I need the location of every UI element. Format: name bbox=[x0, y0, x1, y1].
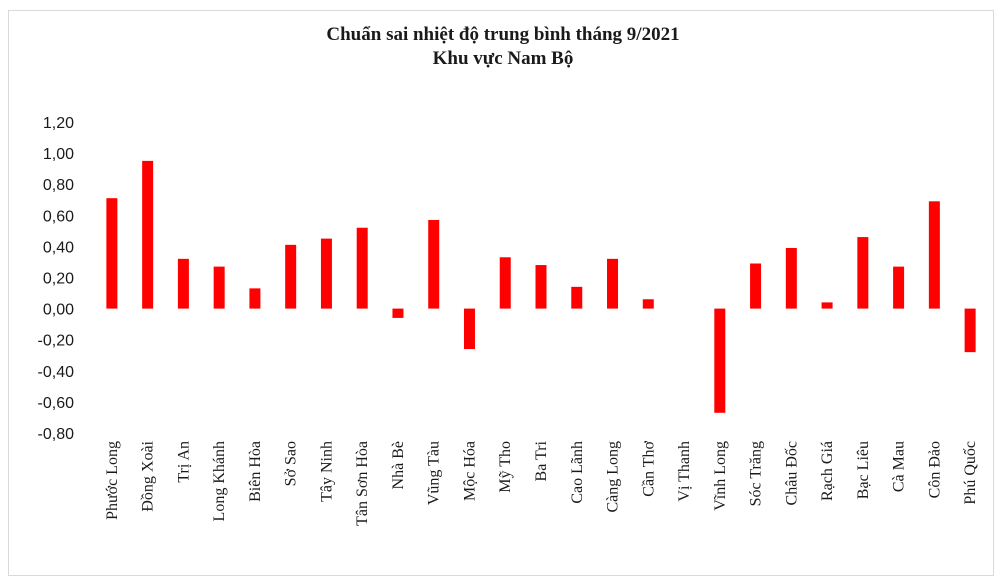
x-tick-label: Tây Ninh bbox=[318, 441, 335, 502]
chart-title: Chuẩn sai nhiệt độ trung bình tháng 9/20… bbox=[326, 24, 680, 45]
y-tick-label: -0,60 bbox=[38, 395, 75, 412]
bar bbox=[320, 238, 332, 309]
y-tick-label: 1,00 bbox=[43, 146, 74, 163]
y-tick-label: -0,20 bbox=[38, 333, 75, 350]
x-tick-label: Cà Mau bbox=[891, 441, 908, 492]
x-tick-label: Biên Hòa bbox=[247, 441, 264, 502]
x-tick-label: Càng Long bbox=[605, 441, 622, 513]
x-tick-label: Đồng Xoài bbox=[140, 440, 157, 511]
bar bbox=[964, 308, 976, 353]
y-tick-label: 0,60 bbox=[43, 208, 74, 225]
y-tick-label: -0,80 bbox=[38, 426, 75, 443]
x-tick-label: Côn Đảo bbox=[926, 441, 943, 498]
bar bbox=[499, 257, 511, 309]
bar bbox=[928, 201, 940, 309]
x-tick-label: Sở Sao bbox=[283, 441, 300, 486]
x-tick-label: Mỹ Tho bbox=[497, 441, 514, 493]
bar bbox=[607, 258, 619, 309]
x-tick-label: Phước Long bbox=[104, 441, 121, 520]
bar bbox=[714, 308, 726, 413]
bar bbox=[285, 244, 297, 309]
bar bbox=[463, 308, 475, 350]
bar bbox=[106, 198, 118, 309]
chart-title-block: Chuẩn sai nhiệt độ trung bình tháng 9/20… bbox=[0, 23, 1006, 71]
y-tick-label: -0,40 bbox=[38, 364, 75, 381]
x-tick-label: Vị Thanh bbox=[676, 441, 693, 502]
x-tick-label: Phú Quốc bbox=[962, 441, 979, 505]
bar bbox=[785, 247, 797, 309]
x-tick-label: Bạc Liêu bbox=[855, 441, 872, 499]
y-tick-label: 0,40 bbox=[43, 239, 74, 256]
x-tick-label: Vũng Tàu bbox=[426, 441, 443, 505]
bar bbox=[857, 237, 869, 309]
x-tick-label: Trị An bbox=[175, 441, 192, 483]
bar bbox=[356, 227, 368, 309]
x-tick-label: Long Khánh bbox=[211, 441, 228, 521]
x-tick-label: Cần Thơ bbox=[640, 440, 657, 496]
bar bbox=[213, 266, 225, 309]
x-tick-label: Cao Lãnh bbox=[569, 441, 586, 504]
y-tick-label: 1,20 bbox=[43, 115, 74, 132]
chart-subtitle: Khu vực Nam Bộ bbox=[432, 48, 574, 69]
bar bbox=[535, 265, 547, 309]
y-tick-label: 0,80 bbox=[43, 177, 74, 194]
bar bbox=[571, 286, 583, 309]
bar bbox=[642, 299, 654, 309]
x-tick-label: Sóc Trăng bbox=[748, 441, 765, 506]
x-tick-label: Châu Đốc bbox=[783, 441, 800, 505]
y-tick-label: 0,00 bbox=[43, 302, 74, 319]
bar bbox=[821, 302, 833, 309]
x-tick-label: Mộc Hóa bbox=[461, 441, 478, 501]
y-tick-label: 0,20 bbox=[43, 271, 74, 288]
x-tick-label: Ba Tri bbox=[533, 440, 550, 481]
bar bbox=[392, 308, 404, 318]
x-tick-label: Tân Sơn Hòa bbox=[354, 441, 371, 526]
x-tick-label: Rạch Giá bbox=[819, 441, 836, 501]
x-tick-label: Vĩnh Long bbox=[712, 441, 729, 511]
bar bbox=[142, 160, 154, 309]
bar bbox=[893, 266, 905, 309]
bar bbox=[428, 219, 440, 309]
x-tick-label: Nhà Bè bbox=[390, 441, 407, 489]
bar bbox=[750, 263, 762, 309]
bar bbox=[249, 288, 261, 309]
bar bbox=[177, 258, 189, 309]
